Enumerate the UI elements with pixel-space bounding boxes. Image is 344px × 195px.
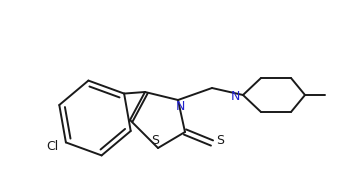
Text: S: S: [151, 135, 159, 147]
Text: N: N: [175, 100, 185, 113]
Text: Cl: Cl: [46, 140, 58, 153]
Text: S: S: [216, 135, 224, 147]
Text: N: N: [230, 90, 240, 103]
